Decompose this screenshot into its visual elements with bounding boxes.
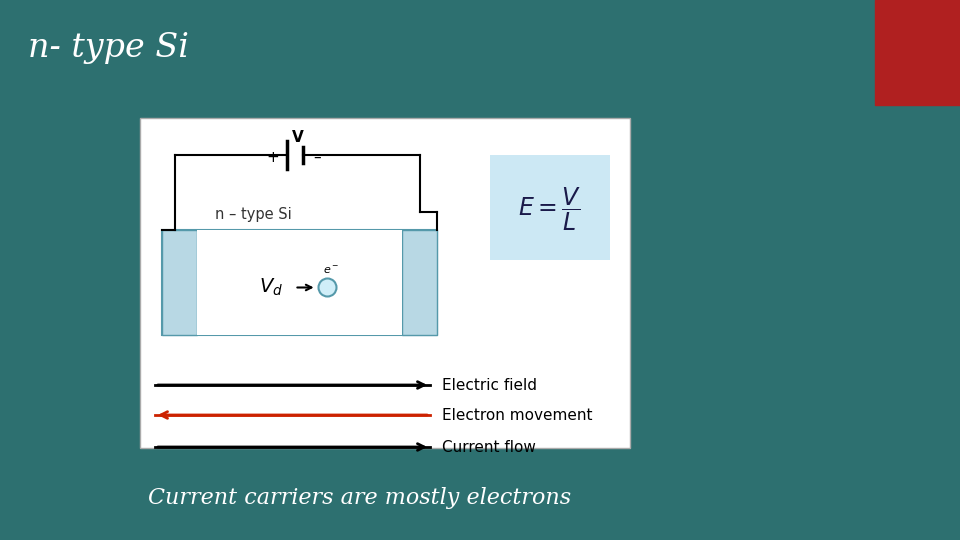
Text: V: V	[292, 130, 304, 145]
Text: Current flow: Current flow	[442, 440, 536, 455]
Bar	[402, 230, 437, 335]
Text: $V_d$: $V_d$	[259, 277, 283, 298]
Bar	[162, 230, 197, 335]
Text: –: –	[313, 150, 321, 165]
Text: Electric field: Electric field	[442, 377, 537, 393]
Bar	[490, 155, 610, 260]
Bar	[197, 230, 402, 335]
Text: Current carriers are mostly electrons: Current carriers are mostly electrons	[148, 487, 571, 509]
Circle shape	[319, 279, 337, 296]
Text: +: +	[267, 150, 279, 165]
Text: $e^-$: $e^-$	[324, 265, 340, 275]
Text: Electron movement: Electron movement	[442, 408, 592, 422]
Text: n- type Si: n- type Si	[28, 32, 189, 64]
Bar	[875, 0, 960, 105]
Bar	[140, 118, 630, 448]
Text: $E = \dfrac{V}{L}$: $E = \dfrac{V}{L}$	[518, 186, 582, 233]
Text: n – type Si: n – type Si	[215, 207, 292, 222]
Bar	[162, 230, 437, 335]
